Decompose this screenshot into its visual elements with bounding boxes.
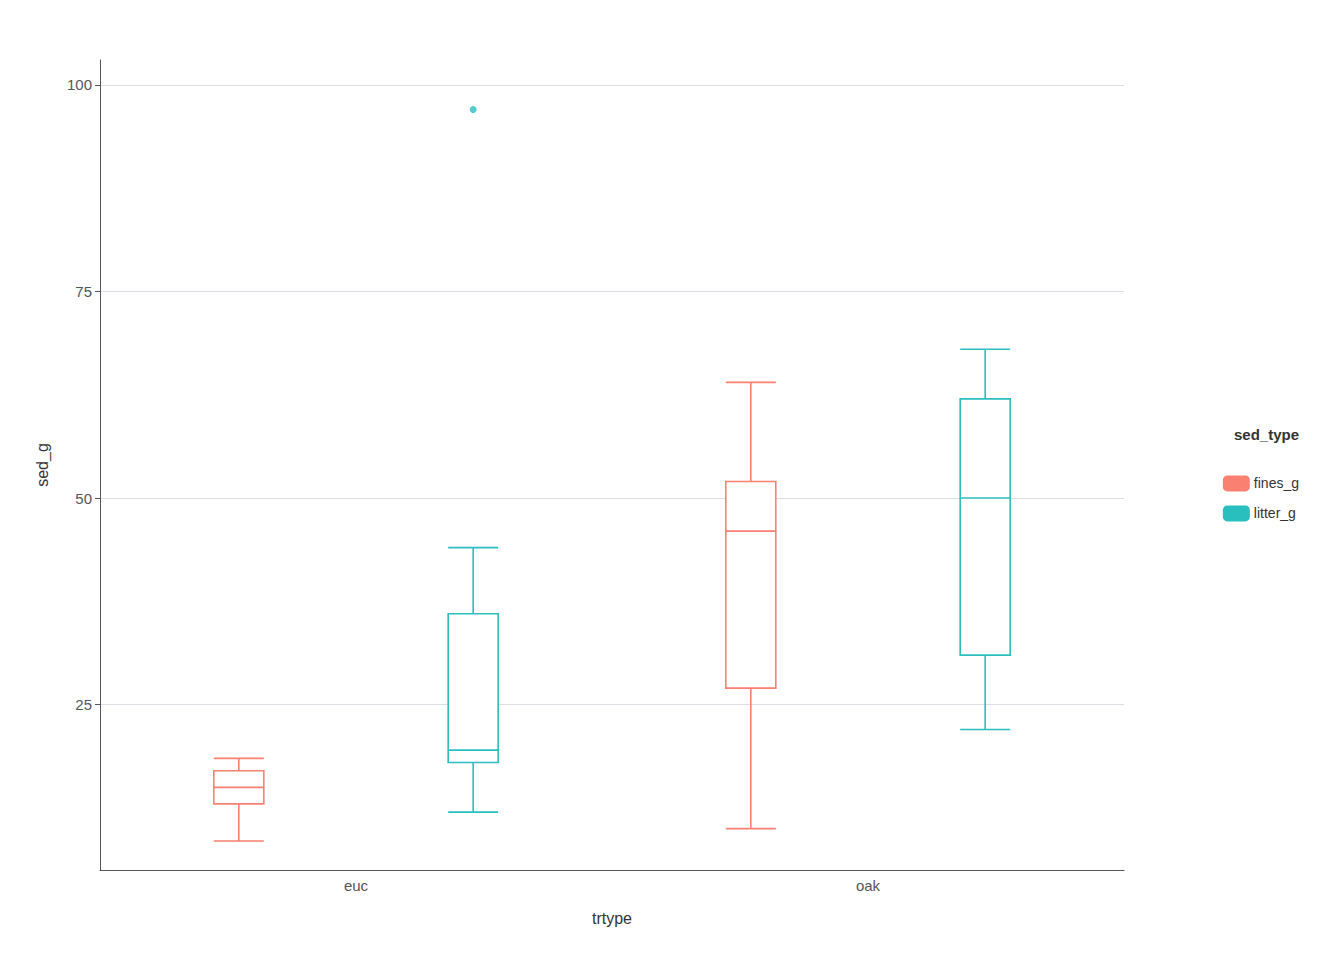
- svg-text:fines_g: fines_g: [1254, 475, 1299, 491]
- svg-text:25: 25: [75, 696, 92, 713]
- svg-text:trtype: trtype: [592, 910, 632, 927]
- svg-text:50: 50: [75, 490, 92, 507]
- svg-text:euc: euc: [344, 877, 369, 894]
- svg-text:oak: oak: [856, 877, 881, 894]
- svg-text:sed_g: sed_g: [34, 443, 52, 487]
- svg-text:litter_g: litter_g: [1254, 505, 1296, 521]
- svg-text:sed_type: sed_type: [1234, 426, 1299, 443]
- svg-text:75: 75: [75, 283, 92, 300]
- svg-text:100: 100: [67, 76, 92, 93]
